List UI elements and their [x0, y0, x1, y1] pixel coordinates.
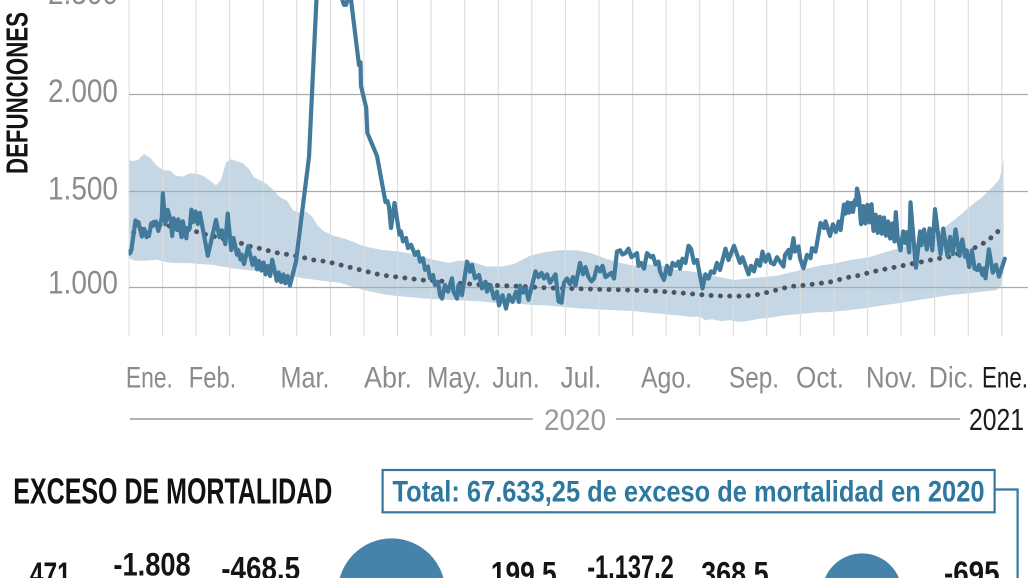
svg-text:Ene.: Ene. [126, 362, 173, 395]
svg-text:Ene.: Ene. [982, 362, 1028, 395]
svg-text:2021: 2021 [969, 402, 1024, 437]
svg-text:-468,5: -468,5 [221, 550, 300, 578]
svg-text:Ago.: Ago. [641, 362, 692, 395]
svg-text:2020: 2020 [544, 404, 606, 437]
svg-text:-695: -695 [944, 555, 1000, 578]
svg-text:DEFUNCIONES: DEFUNCIONES [0, 12, 35, 174]
svg-text:368,5: 368,5 [701, 555, 769, 578]
svg-text:199,5: 199,5 [491, 555, 557, 578]
svg-text:2.000: 2.000 [48, 73, 118, 109]
svg-text:EXCESO DE MORTALIDAD: EXCESO DE MORTALIDAD [13, 470, 332, 511]
svg-text:Nov.: Nov. [866, 362, 917, 395]
svg-text:1.500: 1.500 [48, 171, 118, 207]
svg-text:Sep.: Sep. [729, 362, 779, 395]
svg-text:-1.137,2: -1.137,2 [587, 549, 674, 578]
svg-text:Mar.: Mar. [281, 362, 330, 395]
svg-text:Jun.: Jun. [492, 362, 540, 395]
svg-text:-1.808: -1.808 [113, 547, 190, 578]
svg-text:May.: May. [427, 362, 481, 395]
svg-text:Abr.: Abr. [364, 362, 412, 395]
svg-text:Jul.: Jul. [561, 362, 602, 395]
svg-text:Feb.: Feb. [189, 362, 237, 395]
svg-text:Dic.: Dic. [929, 362, 975, 395]
svg-text:Oct.: Oct. [796, 362, 844, 395]
svg-text:2.500: 2.500 [48, 0, 118, 11]
svg-text:471: 471 [30, 556, 71, 578]
svg-text:1.000: 1.000 [48, 265, 118, 301]
svg-text:Total: 67.633,25 de exceso de: Total: 67.633,25 de exceso de mortalidad… [393, 476, 985, 509]
